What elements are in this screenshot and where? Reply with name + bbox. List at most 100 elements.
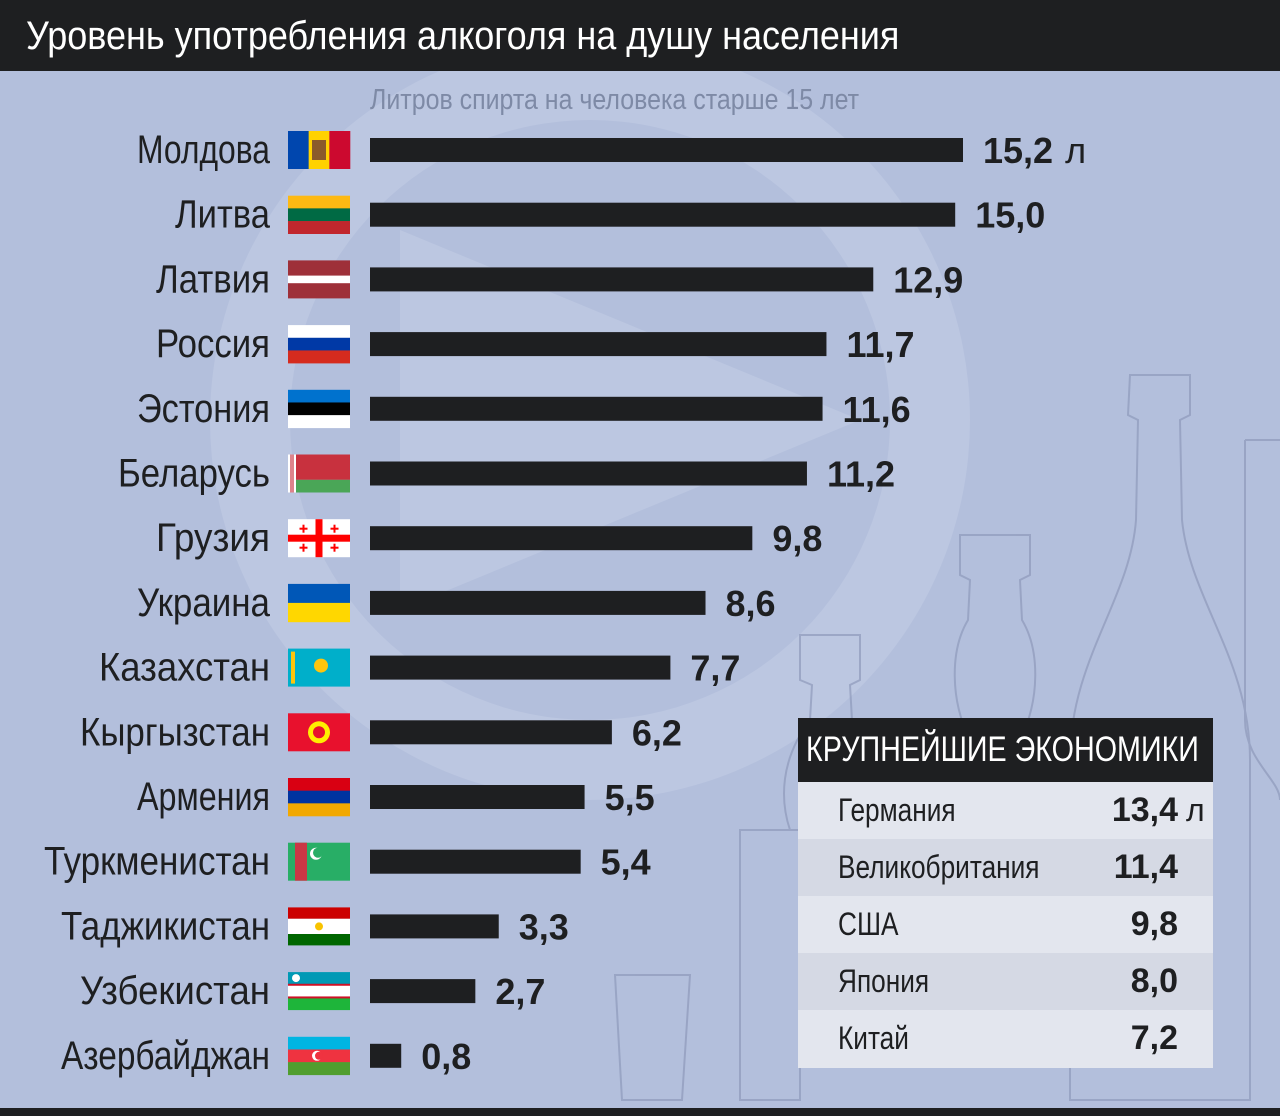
bar <box>370 461 807 486</box>
russia-flag-icon <box>288 325 350 364</box>
category-label: Украина <box>137 581 271 625</box>
chart-row: Узбекистан 2,7 <box>80 969 545 1013</box>
category-label: Армения <box>137 775 270 819</box>
bar <box>370 267 874 292</box>
panel-value: 11,4 <box>1113 848 1178 886</box>
kyrgyzstan-flag-icon <box>288 713 350 752</box>
category-label: Эстония <box>137 387 270 431</box>
panel-country: Великобритания <box>838 849 1040 885</box>
bar <box>370 138 963 162</box>
category-label: Таджикистан <box>61 904 270 948</box>
panel-value: 7,2 <box>1130 1019 1178 1057</box>
bar <box>370 332 827 357</box>
category-label: Азербайджан <box>61 1034 270 1078</box>
armenia-flag-icon <box>288 778 350 817</box>
value-label: 8,6 <box>726 583 776 624</box>
bar <box>370 590 706 615</box>
category-label: Беларусь <box>118 452 270 496</box>
latvia-flag-icon <box>288 260 350 299</box>
value-label: 12,9 <box>893 259 963 300</box>
panel-country: Япония <box>838 963 930 999</box>
panel-row: США 9,8 <box>798 896 1213 953</box>
panel-row: Великобритания 11,4 <box>798 839 1213 896</box>
category-label: Латвия <box>156 257 270 301</box>
bar <box>370 1043 402 1068</box>
bottom-strip <box>0 1108 1280 1116</box>
value-label: 5,4 <box>601 842 651 883</box>
value-label: 3,3 <box>519 906 569 947</box>
chart-row: Таджикистан 3,3 <box>61 904 569 948</box>
chart-row: Азербайджан 0,8 <box>61 1034 471 1078</box>
panel-header: КРУПНЕЙШИЕ ЭКОНОМИКИ <box>798 718 1213 782</box>
chart-row: Грузия 9,8 <box>156 516 822 560</box>
panel-value: 8,0 <box>1130 962 1178 1000</box>
title-bar: Уровень употребления алкоголя на душу на… <box>0 0 1280 71</box>
panel-unit: л <box>1186 792 1205 828</box>
panel-row: Германия 13,4 л <box>798 782 1213 839</box>
panel-value: 9,8 <box>1130 905 1178 943</box>
panel-row: Япония 8,0 <box>798 953 1213 1010</box>
chart-row: Армения 5,5 <box>137 775 655 819</box>
panel-country: Германия <box>838 792 956 828</box>
chart-row: Казахстан 7,7 <box>99 646 740 690</box>
value-label: 15,2 л <box>983 130 1086 171</box>
value-label: 11,6 <box>843 389 911 430</box>
value-label: 2,7 <box>495 971 545 1012</box>
panel-country: США <box>838 906 899 942</box>
bar <box>370 979 476 1004</box>
bar <box>370 526 753 551</box>
value-label: 9,8 <box>772 518 822 559</box>
bar <box>370 785 585 809</box>
estonia-flag-icon <box>288 389 350 429</box>
bar <box>370 655 671 680</box>
panel-value: 13,4 <box>1111 791 1178 829</box>
ukraine-flag-icon <box>288 583 350 623</box>
chart-row: Беларусь 11,2 <box>118 452 895 496</box>
uzbekistan-flag-icon <box>288 972 350 1011</box>
panel-row: Китай 7,2 <box>798 1010 1213 1067</box>
category-label: Грузия <box>156 516 270 560</box>
turkmenistan-flag-icon <box>288 842 350 881</box>
bar <box>370 202 956 227</box>
category-label: Литва <box>175 193 271 237</box>
kazakhstan-flag-icon <box>288 648 350 687</box>
bar <box>370 849 581 874</box>
chart-row: Эстония 11,6 <box>137 387 911 431</box>
panel-country: Китай <box>838 1020 909 1056</box>
georgia-flag-icon <box>288 519 350 558</box>
chart-row: Литва 15,0 <box>175 193 1045 237</box>
value-label: 5,5 <box>605 777 655 818</box>
category-label: Россия <box>156 322 270 366</box>
value-label: 7,7 <box>690 648 740 689</box>
value-label: 15,0 <box>975 195 1045 236</box>
category-label: Узбекистан <box>80 969 270 1013</box>
chart-row: Кыргызстан 6,2 <box>80 710 682 754</box>
value-label: 11,2 <box>827 454 895 495</box>
value-label: 6,2 <box>632 712 682 753</box>
category-label: Кыргызстан <box>80 710 270 754</box>
chart-row: Молдова 15,2 л <box>137 128 1086 172</box>
panel-title: КРУПНЕЙШИЕ ЭКОНОМИКИ <box>806 730 1199 769</box>
largest-economies-panel: КРУПНЕЙШИЕ ЭКОНОМИКИ Германия 13,4 л Вел… <box>798 718 1213 1068</box>
bar <box>370 396 823 421</box>
lithuania-flag-icon <box>288 195 350 234</box>
moldova-flag-icon <box>288 131 351 169</box>
chart-row: Латвия 12,9 <box>156 257 963 301</box>
page-title: Уровень употребления алкоголя на душу на… <box>26 14 900 58</box>
tajikistan-flag-icon <box>288 907 350 946</box>
unit-label: л <box>1065 130 1086 171</box>
category-label: Казахстан <box>99 646 270 690</box>
azerbaijan-flag-icon <box>288 1036 350 1076</box>
bar <box>370 720 612 745</box>
belarus-flag-icon <box>288 454 350 493</box>
chart-subtitle: Литров спирта на человека старше 15 лет <box>370 84 860 116</box>
chart-row: Туркменистан 5,4 <box>44 840 651 884</box>
category-label: Молдова <box>137 128 271 172</box>
value-label: 0,8 <box>421 1036 471 1077</box>
value-label: 11,7 <box>846 324 914 365</box>
chart-row: Украина 8,6 <box>137 581 776 625</box>
chart-row: Россия 11,7 <box>156 322 915 366</box>
bar <box>370 914 499 939</box>
category-label: Туркменистан <box>44 840 270 884</box>
